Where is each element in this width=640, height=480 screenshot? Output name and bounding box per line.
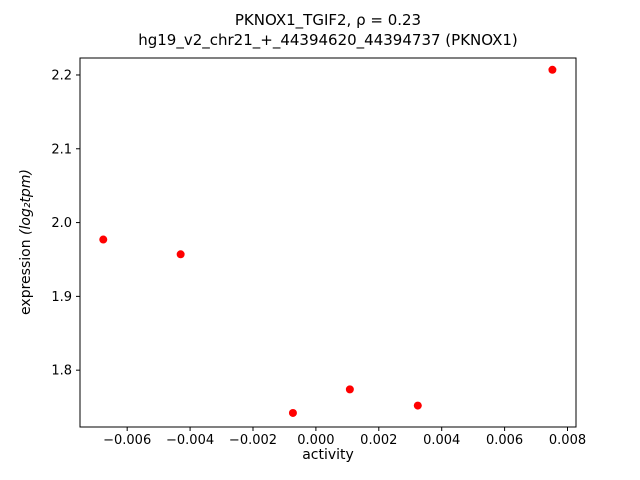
y-tick-label: 2.1	[51, 142, 72, 157]
x-tick-label: 0.006	[486, 433, 523, 448]
x-tick-label: −0.004	[166, 433, 214, 448]
x-tick-label: −0.002	[229, 433, 277, 448]
data-point	[345, 385, 354, 394]
chart-title-line2: hg19_v2_chr21_+_44394620_44394737 (PKNOX…	[138, 31, 518, 49]
y-axis-label: expression (log₂tpm)	[18, 169, 34, 315]
x-axis-label: activity	[302, 447, 354, 463]
data-point	[288, 408, 297, 417]
data-point	[548, 65, 557, 74]
y-axis-label-text: expression	[18, 234, 34, 315]
y-tick-label: 2.2	[51, 68, 72, 83]
x-tick-label: 0.002	[360, 433, 397, 448]
y-tick-label: 2.0	[51, 216, 72, 231]
data-point	[413, 401, 422, 410]
x-tick-label: −0.006	[103, 433, 151, 448]
chart-title: PKNOX1_TGIF2, ρ = 0.23 hg19_v2_chr21_+_4…	[80, 10, 576, 50]
data-point	[176, 250, 185, 259]
y-tick-label: 1.9	[51, 290, 72, 305]
y-axis-label-math: (log₂tpm)	[18, 169, 34, 235]
x-tick-label: 0.000	[297, 433, 334, 448]
y-tick-label: 1.8	[51, 364, 72, 379]
x-tick-label: 0.004	[423, 433, 460, 448]
x-tick-label: 0.008	[549, 433, 586, 448]
data-point	[99, 235, 108, 244]
chart-title-line1: PKNOX1_TGIF2, ρ = 0.23	[234, 11, 422, 29]
axes-frame	[79, 57, 577, 428]
